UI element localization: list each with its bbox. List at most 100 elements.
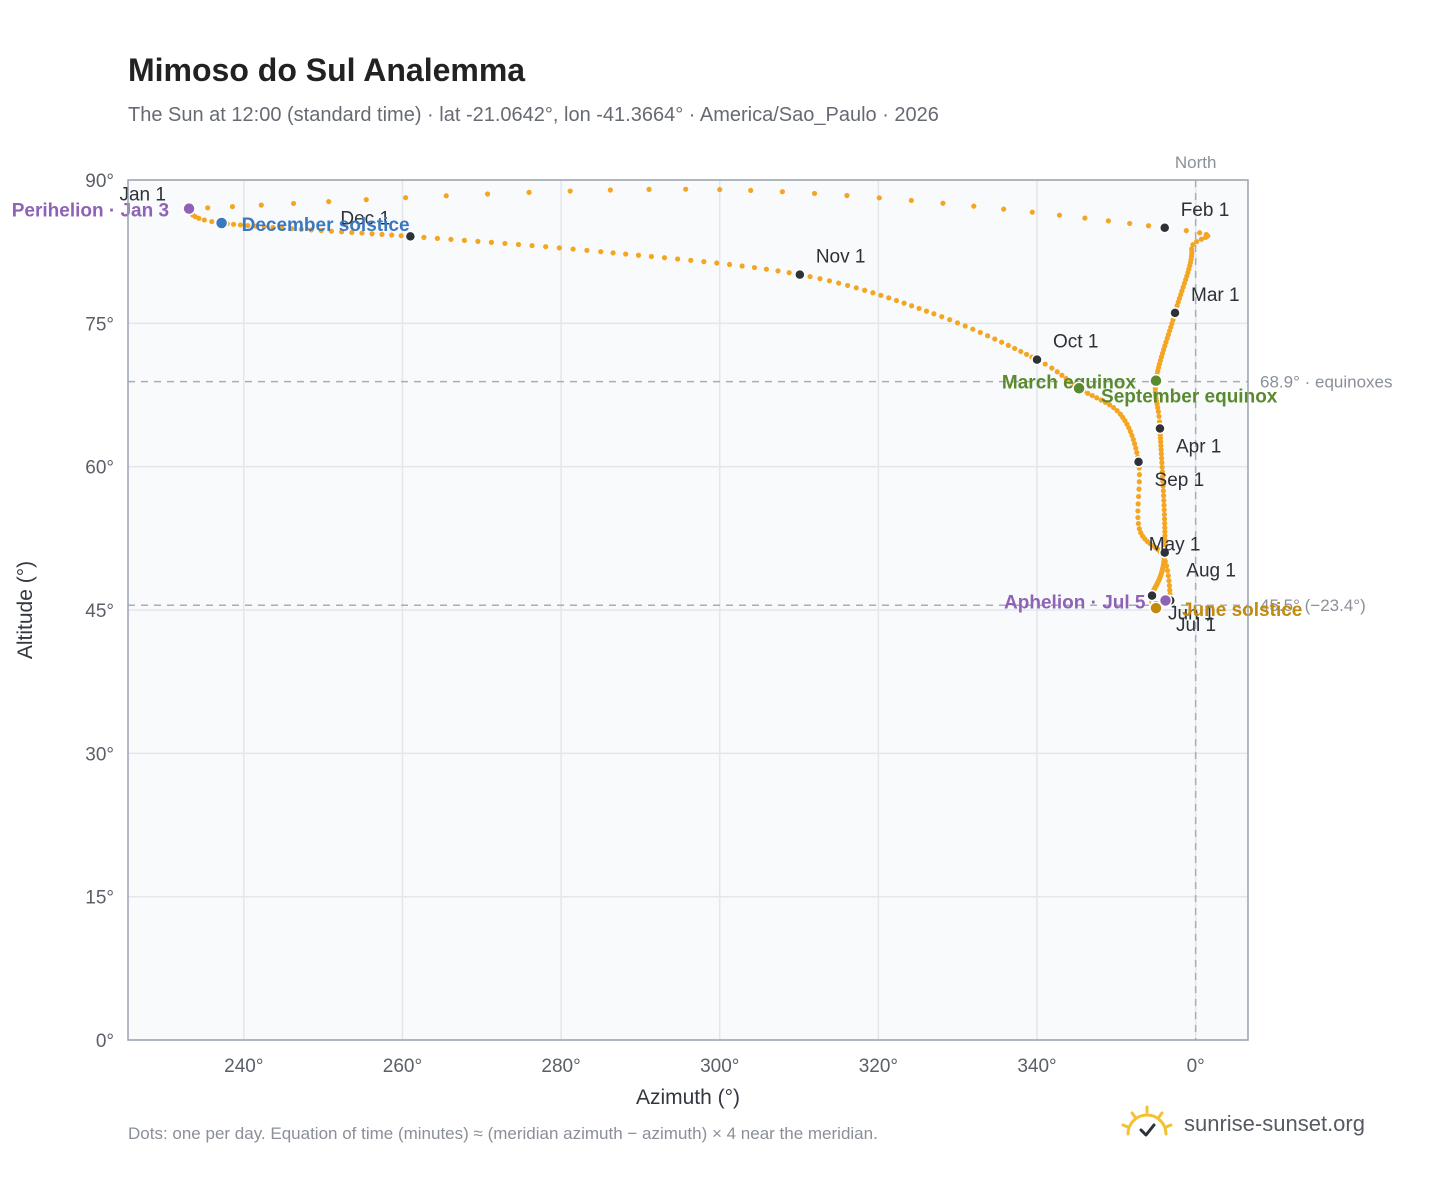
month-label: Mar 1 xyxy=(1191,285,1240,306)
month-marker xyxy=(1031,353,1043,366)
daily-sun-dot xyxy=(1161,493,1167,499)
daily-sun-dot xyxy=(1159,464,1165,470)
daily-sun-dot xyxy=(253,223,259,229)
daily-sun-dot xyxy=(1162,525,1168,531)
daily-sun-dot xyxy=(403,195,409,201)
month-marker xyxy=(1132,456,1145,468)
daily-sun-dot xyxy=(389,232,395,238)
daily-sun-dot xyxy=(261,224,267,230)
daily-sun-dot xyxy=(461,237,468,243)
daily-sun-dot xyxy=(909,303,915,309)
footnote: Dots: one per day. Equation of time (min… xyxy=(128,1124,878,1143)
x-tick-label: 0° xyxy=(1187,1056,1205,1077)
daily-sun-dot xyxy=(751,264,758,271)
daily-sun-dot xyxy=(1110,404,1117,411)
month-label: Aug 1 xyxy=(1186,560,1236,581)
daily-sun-dot xyxy=(556,245,562,251)
month-marker xyxy=(1169,307,1181,319)
daily-sun-dot xyxy=(1089,392,1095,399)
event-marker xyxy=(214,216,229,230)
daily-sun-dot xyxy=(954,320,961,326)
daily-sun-dot xyxy=(726,261,733,268)
month-label: Oct 1 xyxy=(1053,332,1098,353)
daily-sun-dot xyxy=(1129,432,1135,439)
event-label: June solstice xyxy=(1182,600,1302,621)
daily-sun-dot xyxy=(763,266,770,272)
daily-sun-dot xyxy=(1136,526,1142,532)
daily-sun-dot xyxy=(962,323,968,329)
daily-sun-dot xyxy=(931,311,937,317)
x-tick-label: 300° xyxy=(700,1056,739,1077)
daily-sun-dot xyxy=(326,198,332,205)
daily-sun-dot xyxy=(475,238,481,244)
daily-sun-dot xyxy=(567,188,573,194)
brand-logo[interactable]: sunrise-sunset.org xyxy=(1120,1104,1365,1144)
daily-sun-dot xyxy=(970,326,976,332)
event-marker xyxy=(1149,373,1163,388)
x-tick-label: 320° xyxy=(859,1056,898,1077)
event-marker xyxy=(1072,381,1086,396)
daily-sun-dot xyxy=(205,205,211,211)
reference-line-label: 68.9° · equinoxes xyxy=(1260,373,1393,392)
daily-sun-dot xyxy=(1162,533,1168,539)
daily-sun-dot xyxy=(1133,445,1139,451)
daily-sun-dot xyxy=(999,339,1005,345)
daily-sun-dot xyxy=(1012,345,1018,352)
daily-sun-dot xyxy=(308,227,314,233)
y-tick-label: 45° xyxy=(85,601,114,622)
daily-sun-dot xyxy=(607,187,613,193)
daily-sun-dot xyxy=(811,190,818,197)
daily-sun-dot xyxy=(971,203,977,209)
daily-sun-dot xyxy=(977,329,983,336)
daily-sun-dot xyxy=(1136,472,1143,478)
x-tick-label: 340° xyxy=(1017,1056,1056,1077)
daily-sun-dot xyxy=(992,336,998,342)
daily-sun-dot xyxy=(661,255,668,261)
y-tick-label: 0° xyxy=(96,1031,114,1052)
daily-sun-dot xyxy=(826,278,833,284)
daily-sun-dot xyxy=(1102,399,1109,405)
daily-sun-dot xyxy=(1167,587,1173,593)
month-marker xyxy=(1158,222,1171,234)
daily-sun-dot xyxy=(1130,436,1136,443)
meridian-label: North xyxy=(1175,153,1217,172)
month-label: Jul 1 xyxy=(1176,615,1216,636)
y-tick-label: 75° xyxy=(85,314,114,335)
daily-sun-dot xyxy=(1194,238,1200,245)
daily-sun-dot xyxy=(1156,413,1162,419)
daily-sun-dot xyxy=(623,251,629,257)
daily-sun-dot xyxy=(1198,236,1205,242)
daily-sun-dot xyxy=(1155,404,1161,411)
chart-subtitle: The Sun at 12:00 (standard time) · lat -… xyxy=(128,104,939,126)
daily-sun-dot xyxy=(379,231,385,237)
event-label: March equinox xyxy=(1002,373,1137,394)
daily-sun-dot xyxy=(775,268,781,274)
daily-sun-dot xyxy=(359,230,365,236)
daily-sun-dot xyxy=(298,226,304,232)
daily-sun-dot xyxy=(675,256,681,262)
daily-sun-dot xyxy=(1162,558,1168,564)
daily-sun-dot xyxy=(1132,441,1138,447)
month-marker xyxy=(404,230,417,243)
daily-sun-dot xyxy=(807,273,813,280)
daily-sun-dot xyxy=(1158,439,1164,445)
daily-sun-dot xyxy=(209,218,215,225)
y-tick-label: 30° xyxy=(85,744,114,765)
sun-logo-icon xyxy=(1121,1105,1173,1137)
daily-sun-dot xyxy=(488,239,494,245)
y-tick-label: 60° xyxy=(85,458,114,479)
daily-sun-dot xyxy=(1159,455,1165,461)
daily-sun-dot xyxy=(598,249,604,255)
daily-sun-dot xyxy=(434,235,441,241)
daily-sun-dot xyxy=(318,227,324,234)
daily-sun-dot xyxy=(648,253,655,260)
daily-sun-dot xyxy=(1161,511,1167,518)
daily-sun-dot xyxy=(779,189,785,195)
daily-sun-dot xyxy=(339,229,345,235)
daily-sun-dot xyxy=(1135,514,1141,521)
month-label: Apr 1 xyxy=(1176,436,1221,457)
daily-sun-dot xyxy=(237,222,244,228)
daily-sun-dot xyxy=(916,305,922,312)
daily-sun-dot xyxy=(529,242,535,249)
